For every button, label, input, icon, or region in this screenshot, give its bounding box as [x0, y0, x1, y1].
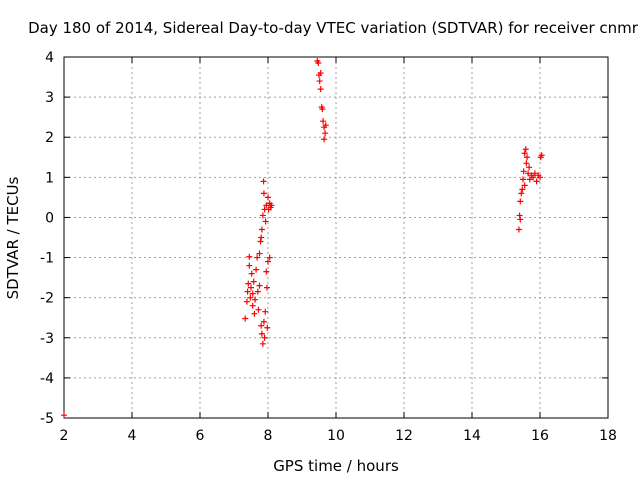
data-point — [515, 226, 522, 233]
data-point — [530, 174, 537, 181]
data-point — [259, 340, 266, 347]
data-point — [519, 186, 526, 193]
data-point — [257, 238, 264, 245]
data-point — [516, 212, 523, 219]
data-point — [255, 306, 262, 313]
data-point — [252, 296, 259, 303]
data-point — [258, 330, 265, 337]
data-point — [243, 298, 250, 305]
data-point — [266, 254, 273, 261]
data-point — [522, 146, 529, 153]
data-point — [262, 308, 269, 315]
data-point — [246, 253, 253, 260]
data-point — [256, 282, 263, 289]
data-point — [260, 318, 267, 325]
data-point — [537, 174, 543, 181]
x-tick-label: 16 — [531, 428, 549, 444]
data-point — [265, 194, 271, 201]
data-points — [61, 58, 545, 419]
data-point — [322, 122, 329, 129]
data-point — [250, 278, 257, 285]
data-point — [538, 152, 545, 159]
data-point — [249, 290, 256, 297]
data-point — [254, 288, 261, 295]
data-point — [317, 70, 324, 77]
data-point — [521, 182, 528, 189]
y-tick-label: -4 — [40, 371, 54, 387]
data-point — [246, 262, 253, 269]
data-point — [263, 268, 270, 275]
data-point — [533, 178, 540, 185]
data-point — [319, 106, 326, 113]
data-point — [242, 315, 249, 322]
x-tick-label: 4 — [128, 428, 137, 444]
data-point — [525, 170, 532, 177]
data-point — [61, 412, 67, 419]
data-point — [317, 86, 324, 93]
data-point — [265, 258, 271, 265]
x-tick-label: 8 — [264, 428, 273, 444]
data-point — [263, 202, 270, 209]
chart-title: Day 180 of 2014, Sidereal Day-to-day VTE… — [28, 19, 639, 37]
data-point — [256, 250, 263, 257]
data-point — [315, 60, 322, 67]
data-point — [248, 270, 255, 277]
data-point — [254, 254, 261, 261]
data-point — [520, 168, 527, 175]
x-tick-label: 2 — [60, 428, 69, 444]
y-tick-label: -2 — [40, 291, 54, 307]
data-point — [258, 234, 265, 241]
data-point — [517, 198, 524, 205]
data-point — [259, 212, 266, 219]
data-point — [321, 136, 328, 143]
x-axis-label: GPS time / hours — [273, 457, 399, 475]
data-point — [258, 322, 265, 329]
x-tick-label: 10 — [327, 428, 345, 444]
data-point — [518, 190, 525, 197]
data-point — [520, 176, 526, 183]
data-point — [248, 284, 254, 291]
data-point — [244, 288, 251, 295]
y-tick-label: -3 — [40, 331, 54, 347]
data-point — [251, 310, 258, 317]
y-tick-label: 0 — [45, 210, 54, 226]
data-point — [531, 170, 538, 177]
data-point — [524, 154, 531, 161]
y-tick-label: 3 — [45, 90, 54, 106]
data-point — [517, 216, 524, 223]
y-tick-label: 1 — [45, 170, 54, 186]
data-point — [247, 294, 254, 301]
y-axis-label: SDTVAR / TECUs — [4, 176, 22, 299]
data-point — [249, 302, 256, 309]
data-point — [261, 334, 268, 341]
data-point — [523, 160, 530, 167]
data-point — [526, 176, 533, 183]
x-tick-label: 18 — [599, 428, 617, 444]
data-point — [263, 284, 270, 291]
x-tick-label: 6 — [196, 428, 205, 444]
x-tick-label: 14 — [463, 428, 481, 444]
y-tick-label: -1 — [40, 251, 54, 267]
data-point — [320, 118, 327, 125]
grid-lines — [64, 57, 608, 418]
data-point — [521, 150, 528, 157]
data-point — [262, 218, 269, 225]
data-point — [245, 280, 252, 287]
data-point — [260, 190, 267, 197]
data-point — [316, 78, 323, 85]
x-tick-label: 12 — [395, 428, 413, 444]
data-point — [526, 164, 533, 171]
y-tick-label: -5 — [40, 411, 54, 427]
data-point — [264, 324, 271, 331]
data-point — [258, 226, 265, 233]
data-point — [268, 202, 275, 209]
data-point — [260, 178, 267, 185]
y-tick-label: 4 — [45, 50, 54, 66]
data-point — [322, 130, 329, 137]
y-tick-label: 2 — [45, 130, 54, 146]
data-point — [253, 266, 260, 273]
